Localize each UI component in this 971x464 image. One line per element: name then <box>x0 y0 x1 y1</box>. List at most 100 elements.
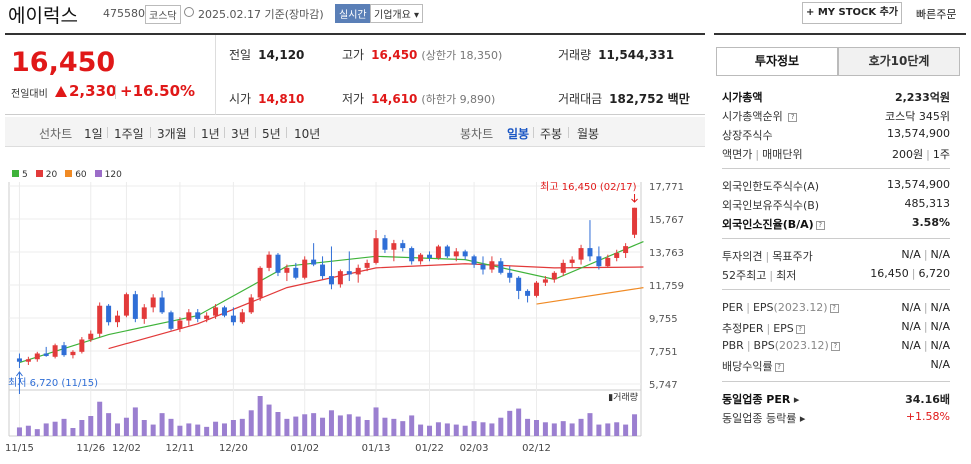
candle <box>382 238 388 250</box>
candle <box>43 353 49 356</box>
candle <box>418 254 424 262</box>
candle <box>195 312 201 319</box>
period-1d[interactable]: 1일 <box>84 127 103 141</box>
candle <box>61 345 67 356</box>
company-info-dropdown[interactable]: 기업개요 ▾ <box>370 4 424 23</box>
volume-bar <box>275 412 281 436</box>
period-1y[interactable]: 1년 <box>201 127 220 141</box>
help-icon: ? <box>829 304 839 313</box>
period-3m[interactable]: 3개월 <box>157 127 187 141</box>
volume-bar <box>578 418 584 436</box>
arrow-up-icon <box>16 371 23 394</box>
stock-name: 에이럭스 <box>8 5 78 27</box>
candle <box>489 261 495 270</box>
period-3y[interactable]: 3년 <box>231 127 250 141</box>
pbr-row: PBR | BPS(2023.12)? N/A | N/A <box>722 339 950 352</box>
volume-bar <box>435 422 441 436</box>
candle <box>364 262 370 268</box>
candle <box>230 315 236 323</box>
candle-weekly[interactable]: 주봉 <box>540 127 563 141</box>
candle <box>257 267 263 298</box>
volume-bar <box>248 410 254 436</box>
volume-bar <box>195 424 201 436</box>
foreign-limit-row: 외국인한도주식수(A) 13,574,900 <box>722 178 950 193</box>
x-tick-label: 12/02 <box>112 443 141 454</box>
help-icon: ? <box>795 325 805 334</box>
ma60-line <box>536 287 644 305</box>
ma-legend: 5 20 60 120 <box>12 170 130 180</box>
candle <box>507 272 513 278</box>
candle <box>525 290 531 296</box>
candle <box>320 264 326 277</box>
legend-swatch <box>35 170 43 177</box>
legend-swatch <box>65 170 73 177</box>
volume-bar <box>346 414 352 436</box>
period-10y[interactable]: 10년 <box>294 127 321 141</box>
tab-orderbook-10[interactable]: 호가10단계 <box>838 47 960 76</box>
quick-order-button[interactable]: 빠른주문 <box>916 8 957 21</box>
x-tick-label: 12/11 <box>166 443 195 454</box>
candle <box>88 333 94 340</box>
volume-bar <box>533 420 539 436</box>
volume-bar <box>70 428 76 436</box>
stock-header: 에이럭스 475580 코스닥 2025.02.17 기준(장마감) 실시간 기… <box>0 0 971 28</box>
candle <box>480 264 486 270</box>
candle <box>204 315 210 319</box>
volume-bar <box>400 421 406 436</box>
candle <box>177 320 183 329</box>
candle <box>132 294 138 319</box>
chart-toolbar: 선차트 1일 1주일 3개월 1년 3년 5년 10년 봉차트 일봉 주봉 월봉 <box>5 117 705 147</box>
legend-item: 5 <box>12 170 28 180</box>
volume-bar <box>204 426 210 436</box>
x-tick-label: 11/15 <box>5 443 34 454</box>
stat-amount: 거래대금 182,752 백만 <box>558 92 690 106</box>
legend-item: 20 <box>35 170 57 180</box>
volume-bar <box>106 413 112 436</box>
candle <box>213 307 219 316</box>
candle-monthly[interactable]: 월봉 <box>577 127 600 141</box>
chevron-down-icon: ▾ <box>414 10 420 21</box>
foreign-ratio-row: 외국인소진율(B/A)? 3.58% <box>722 216 950 231</box>
candle <box>435 246 441 258</box>
candle-daily[interactable]: 일봉 <box>507 127 530 141</box>
volume-bar <box>43 423 49 436</box>
divider <box>215 35 216 115</box>
candle <box>498 261 504 273</box>
foreign-hold-row: 외국인보유주식수(B) 485,313 <box>722 197 950 212</box>
candle <box>409 248 415 262</box>
market-cap-row: 시가총액 2,233억원 <box>722 91 950 104</box>
candle <box>355 267 361 275</box>
candle <box>52 345 58 357</box>
volume-bar <box>34 429 40 436</box>
add-my-stock-button[interactable]: + MY STOCK 추가 <box>802 2 902 24</box>
volume-bar <box>507 410 513 436</box>
volume-bar <box>25 425 31 436</box>
realtime-button[interactable]: 실시간 <box>335 4 371 23</box>
volume-bar <box>16 427 22 436</box>
candle <box>623 246 629 254</box>
price-change: 2,330 <box>69 82 117 100</box>
help-icon: ? <box>788 113 798 122</box>
volume-bar <box>337 415 343 436</box>
x-tick-label: 02/03 <box>460 443 489 454</box>
tab-investment-info[interactable]: 투자정보 <box>716 47 838 76</box>
market-cap-rank-row: 시가총액순위 ? 코스닥 345위 <box>722 110 950 123</box>
volume-bar <box>79 420 85 436</box>
candle <box>275 254 281 273</box>
period-1w[interactable]: 1주일 <box>114 127 144 141</box>
y-tick-label: 7,751 <box>649 347 678 358</box>
candle <box>391 243 397 250</box>
stat-prev-close: 전일 14,120 <box>229 48 305 62</box>
volume-bar <box>409 415 415 436</box>
stat-high: 고가 16,450 (상한가 18,350) <box>342 48 503 62</box>
par-value-row: 액면가 | 매매단위 200원 | 1주 <box>722 148 950 161</box>
candle <box>284 267 290 273</box>
period-5y[interactable]: 5년 <box>262 127 281 141</box>
candle <box>70 351 76 356</box>
candle <box>115 315 121 323</box>
stock-code: 475580 <box>103 7 145 20</box>
y-tick-label: 15,767 <box>649 215 684 226</box>
candle <box>248 297 254 313</box>
candle <box>578 248 584 260</box>
candle <box>337 271 343 285</box>
